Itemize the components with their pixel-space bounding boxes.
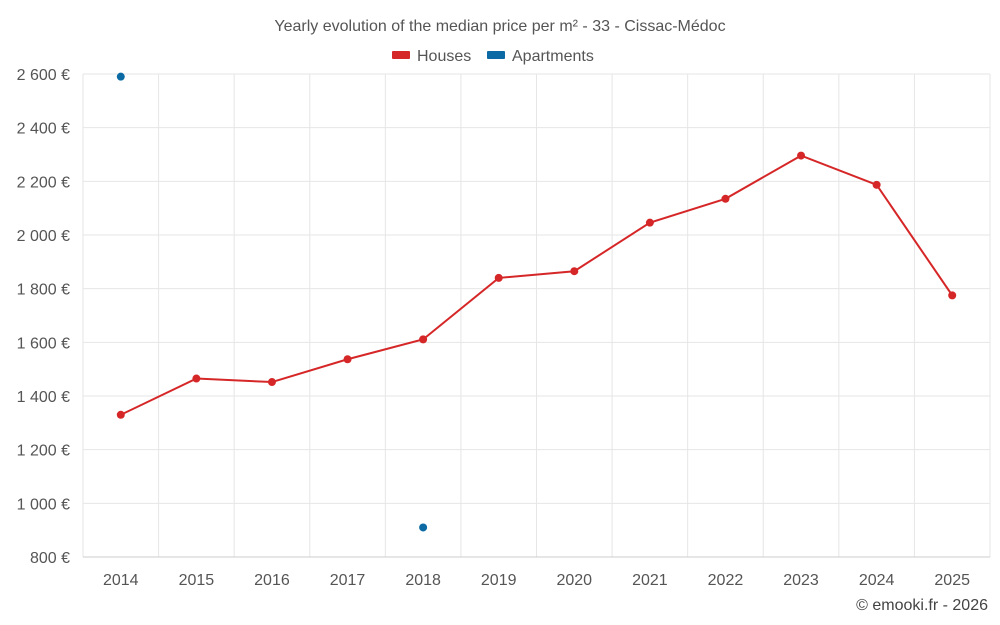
x-tick-label: 2025 bbox=[934, 572, 970, 589]
legend-item-houses[interactable]: Houses bbox=[392, 48, 471, 65]
x-tick-label: 2016 bbox=[254, 572, 290, 589]
x-tick-label: 2014 bbox=[103, 572, 139, 589]
data-point-houses[interactable] bbox=[872, 180, 881, 189]
y-tick-label: 1 600 € bbox=[17, 335, 70, 352]
x-tick-label: 2021 bbox=[632, 572, 668, 589]
legend-swatch bbox=[487, 51, 505, 59]
y-tick-label: 2 000 € bbox=[17, 228, 70, 245]
y-axis-labels: 800 € 1 000 € 1 200 € 1 400 € 1 600 € 1 800 €… bbox=[17, 67, 70, 567]
data-point-houses[interactable] bbox=[797, 151, 806, 160]
y-tick-label: 1 400 € bbox=[17, 389, 70, 406]
data-point-houses[interactable] bbox=[570, 267, 579, 276]
data-point-houses[interactable] bbox=[192, 374, 201, 383]
y-tick-label: 2 600 € bbox=[17, 67, 70, 84]
series-apartments bbox=[116, 72, 428, 532]
x-axis-labels: 2014 2015 2016 2017 2018 2019 2020 2021 2022 2023… bbox=[103, 572, 970, 589]
credit-text: © emooki.fr - 2026 bbox=[856, 597, 988, 614]
x-tick-label: 2015 bbox=[179, 572, 215, 589]
y-tick-label: 800 € bbox=[30, 550, 70, 567]
series-houses bbox=[116, 151, 957, 419]
y-tick-label: 2 200 € bbox=[17, 174, 70, 191]
x-tick-label: 2017 bbox=[330, 572, 366, 589]
y-tick-label: 2 400 € bbox=[17, 121, 70, 138]
legend-label: Houses bbox=[417, 48, 471, 65]
data-point-houses[interactable] bbox=[419, 335, 428, 344]
data-point-houses[interactable] bbox=[267, 378, 276, 387]
x-tick-label: 2019 bbox=[481, 572, 517, 589]
x-tick-label: 2022 bbox=[708, 572, 744, 589]
chart-legend: Houses Apartments bbox=[392, 48, 594, 65]
data-point-apartments[interactable] bbox=[419, 523, 428, 532]
data-point-houses[interactable] bbox=[494, 273, 503, 282]
y-tick-label: 1 200 € bbox=[17, 443, 70, 460]
x-tick-label: 2018 bbox=[405, 572, 441, 589]
series-line-houses bbox=[120, 154, 954, 416]
x-tick-label: 2020 bbox=[556, 572, 592, 589]
x-tick-label: 2023 bbox=[783, 572, 819, 589]
series-layer bbox=[116, 72, 957, 532]
data-point-apartments[interactable] bbox=[116, 72, 125, 81]
data-point-houses[interactable] bbox=[645, 218, 654, 227]
x-grid bbox=[82, 74, 991, 557]
y-tick-label: 1 000 € bbox=[17, 496, 70, 513]
data-point-houses[interactable] bbox=[721, 194, 730, 203]
x-tick-label: 2024 bbox=[859, 572, 895, 589]
legend-item-apartments[interactable]: Apartments bbox=[487, 48, 594, 65]
data-point-houses[interactable] bbox=[343, 355, 352, 364]
chart-title: Yearly evolution of the median price per… bbox=[274, 18, 725, 35]
data-point-houses[interactable] bbox=[948, 291, 957, 300]
legend-label: Apartments bbox=[512, 48, 594, 65]
data-point-houses[interactable] bbox=[116, 410, 125, 419]
y-tick-label: 1 800 € bbox=[17, 282, 70, 299]
legend-swatch bbox=[392, 51, 410, 59]
